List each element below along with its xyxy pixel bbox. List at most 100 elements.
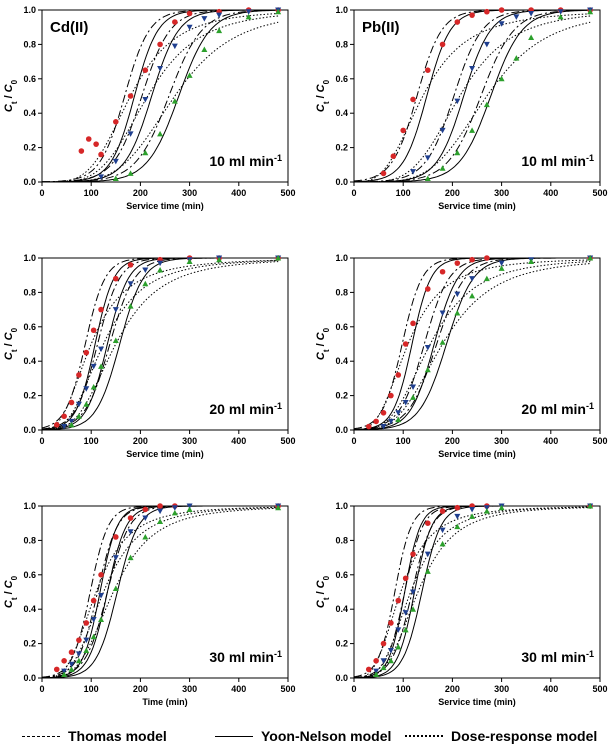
data-point-triangle-up xyxy=(112,337,119,344)
data-point-triangle-up xyxy=(469,292,476,299)
data-point-triangle-up xyxy=(439,165,446,171)
x-tick-label: 100 xyxy=(396,436,411,446)
x-tick-label: 400 xyxy=(543,188,558,198)
data-point-triangle-down xyxy=(83,386,90,392)
data-point-circle xyxy=(410,551,416,557)
data-point-triangle-down xyxy=(402,399,409,406)
data-point-triangle-down xyxy=(454,291,461,298)
y-tick-label: 0.6 xyxy=(23,570,36,580)
legend-yoon-nelson-line xyxy=(215,735,253,737)
data-point-triangle-up xyxy=(395,416,402,423)
data-point-triangle-down xyxy=(513,14,520,20)
data-point-circle xyxy=(98,151,104,158)
data-point-circle xyxy=(439,41,446,48)
flow-rate-exponent: -1 xyxy=(274,401,282,411)
y-tick-label: 0.2 xyxy=(335,639,348,649)
panel-4: 0 100 200 300 400 500 0.0 0.2 0.4 0.6 0.8 1.0 Servic… xyxy=(315,253,608,459)
data-point-triangle-down xyxy=(90,617,97,623)
data-point-triangle-down xyxy=(498,21,505,27)
data-point-circle xyxy=(395,372,402,378)
y-tick-label: 0.6 xyxy=(335,74,348,84)
x-tick-label: 300 xyxy=(494,436,509,446)
y-tick-label: 0.8 xyxy=(335,535,348,545)
data-point-triangle-down xyxy=(410,384,417,390)
data-point-triangle-down xyxy=(127,281,134,287)
data-point-triangle-up xyxy=(142,533,149,540)
data-point-triangle-down xyxy=(498,260,505,267)
metal-label: Cd(II) xyxy=(50,19,88,36)
y-axis-label-part: C xyxy=(3,579,15,588)
data-point-triangle-down xyxy=(216,12,223,19)
data-point-triangle-down xyxy=(454,513,461,520)
legend-thomas-line xyxy=(22,735,60,737)
data-point-circle xyxy=(380,410,387,416)
y-axis-label-part: / xyxy=(3,588,15,597)
y-tick-label: 0.6 xyxy=(335,322,348,332)
data-point-triangle-up xyxy=(528,258,535,264)
legend-dose-response-label: Dose-response model xyxy=(451,728,598,744)
data-point-triangle-down xyxy=(201,16,208,22)
data-point-triangle-up xyxy=(469,127,476,133)
data-point-triangle-up xyxy=(395,644,402,650)
y-tick-label: 0.4 xyxy=(335,356,348,366)
x-axis-label: Time (min) xyxy=(142,697,187,707)
y-tick-label: 0.4 xyxy=(23,604,36,614)
y-axis-label-part: t xyxy=(322,101,331,104)
data-point-triangle-down xyxy=(112,555,119,561)
data-point-triangle-down xyxy=(98,346,105,353)
data-point-circle xyxy=(400,127,407,134)
data-point-triangle-up xyxy=(275,8,282,15)
data-point-circle xyxy=(425,520,431,526)
y-axis-label-part: C xyxy=(3,351,15,360)
data-point-triangle-up xyxy=(186,258,193,264)
data-point-triangle-up xyxy=(201,46,208,53)
data-point-circle xyxy=(388,620,394,626)
data-point-circle xyxy=(373,658,379,664)
y-axis-label-part: t xyxy=(10,101,19,104)
flow-rate-text: 30 ml min xyxy=(521,649,586,665)
x-tick-label: 300 xyxy=(182,684,197,694)
y-tick-label: 0.2 xyxy=(335,143,348,153)
data-point-triangle-down xyxy=(186,24,193,31)
y-tick-label: 1.0 xyxy=(23,253,36,263)
data-point-triangle-down xyxy=(454,98,461,105)
legend-dose-response-line xyxy=(405,735,443,737)
data-point-circle xyxy=(365,666,372,673)
data-point-circle xyxy=(157,503,163,509)
plot-frame xyxy=(41,9,289,183)
y-axis-label-part: C xyxy=(315,331,327,340)
data-point-circle xyxy=(113,534,119,540)
data-point-circle xyxy=(484,255,490,261)
data-point-circle xyxy=(380,170,387,177)
dose-response-curve xyxy=(42,507,279,679)
y-axis-label-part: C xyxy=(3,599,15,608)
x-tick-label: 100 xyxy=(84,188,99,198)
data-point-triangle-down xyxy=(171,43,178,50)
y-tick-label: 0.0 xyxy=(335,673,348,683)
panel-5: 0 100 200 300 400 500 0.0 0.2 0.4 0.6 0.8 1.0 Time (… xyxy=(3,501,296,707)
y-tick-label: 0.4 xyxy=(335,108,348,118)
data-point-triangle-down xyxy=(83,637,90,644)
y-axis-label-part: t xyxy=(322,597,331,600)
data-point-triangle-up xyxy=(439,339,446,345)
data-point-circle xyxy=(127,515,134,521)
data-point-triangle-up xyxy=(454,310,461,316)
data-point-triangle-up xyxy=(402,626,409,633)
data-point-triangle-up xyxy=(127,303,134,309)
dose-response-curve xyxy=(354,261,591,431)
data-point-triangle-down xyxy=(98,174,105,180)
data-point-circle xyxy=(68,399,75,406)
data-point-triangle-up xyxy=(157,130,164,137)
data-point-circle xyxy=(61,658,67,664)
y-axis-label-part: / xyxy=(315,340,327,349)
data-point-triangle-up xyxy=(424,568,431,574)
x-axis-label: Service time (min) xyxy=(126,449,204,459)
data-point-triangle-up xyxy=(387,657,394,664)
data-point-triangle-up xyxy=(68,666,75,672)
flow-rate-exponent: -1 xyxy=(586,401,594,411)
data-point-circle xyxy=(365,423,372,430)
y-tick-label: 0.2 xyxy=(335,391,348,401)
data-point-triangle-down xyxy=(68,661,75,668)
data-point-triangle-up xyxy=(75,413,82,419)
flow-rate-label: 10 ml min-1 xyxy=(521,153,594,169)
